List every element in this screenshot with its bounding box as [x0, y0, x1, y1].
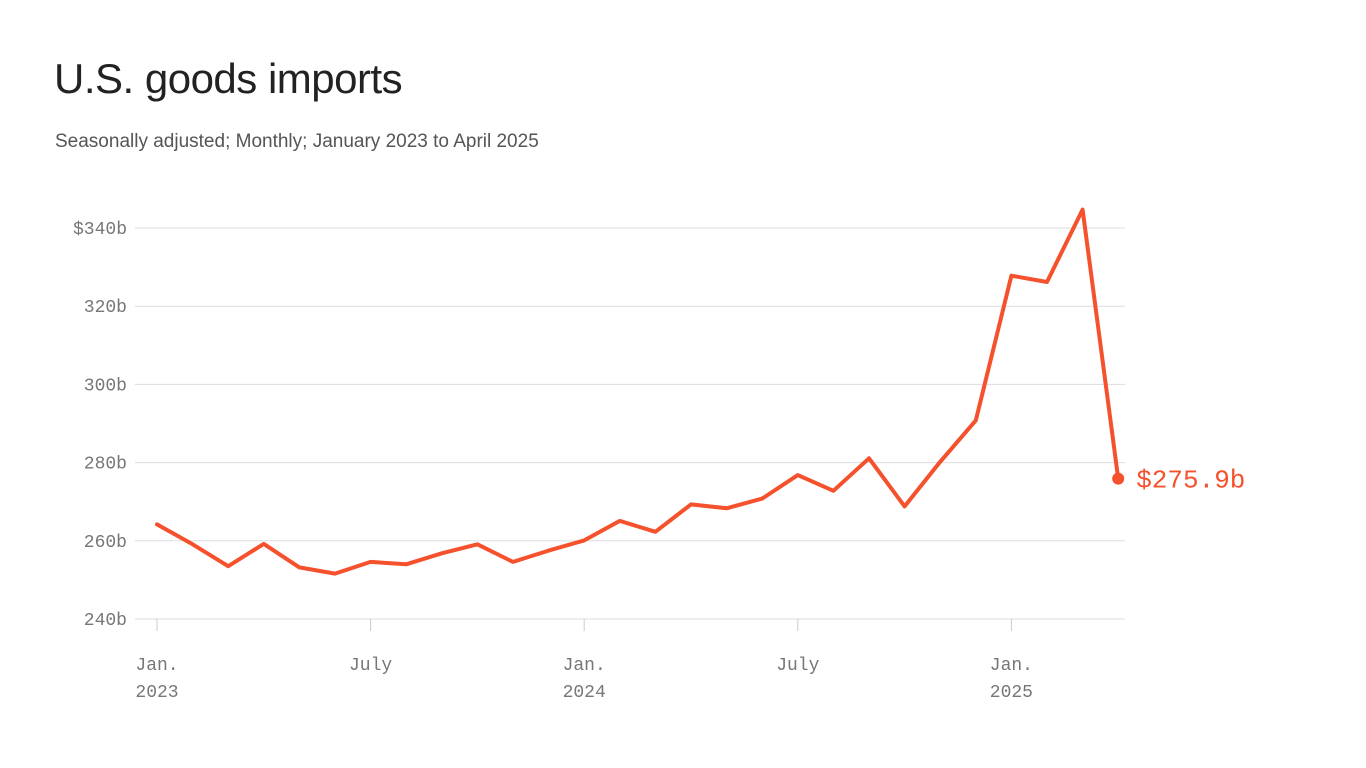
series-line: [155, 207, 1121, 576]
y-axis-ticks: 240b 260b 280b 300b 320b $340b: [73, 220, 127, 631]
end-value-label: $275.9b: [1136, 466, 1245, 496]
x-tick-label: Jan.: [563, 656, 606, 676]
x-tick-year-label: 2024: [563, 683, 606, 703]
chart-subtitle: Seasonally adjusted; Monthly; January 20…: [55, 131, 539, 152]
x-tick-label: July: [776, 656, 819, 676]
x-tick-label: July: [349, 656, 392, 676]
y-tick-label: 280b: [84, 455, 127, 475]
x-axis-ticks: Jan. 2023 July Jan. 2024 July Jan. 2025: [135, 619, 1033, 703]
x-tick-label: Jan.: [135, 656, 178, 676]
end-point-marker: [1112, 472, 1125, 485]
gridlines: [135, 227, 1125, 620]
x-tick-year-label: 2025: [990, 683, 1033, 703]
y-tick-label: 260b: [84, 533, 127, 553]
chart-title: U.S. goods imports: [54, 55, 403, 102]
y-tick-label: $340b: [73, 220, 127, 240]
y-tick-label: 240b: [84, 611, 127, 631]
x-tick-label: Jan.: [990, 656, 1033, 676]
x-tick-year-label: 2023: [135, 683, 178, 703]
y-tick-label: 320b: [84, 298, 127, 318]
y-tick-label: 300b: [84, 376, 127, 396]
